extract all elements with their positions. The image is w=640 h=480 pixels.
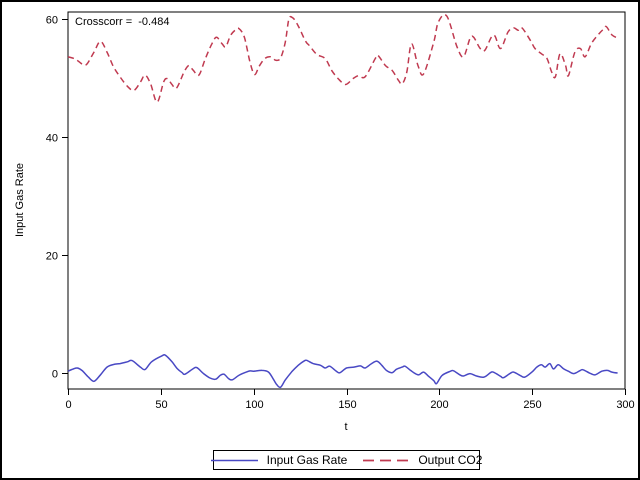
x-tick-label: 0	[65, 399, 71, 411]
plot-frame	[67, 11, 626, 390]
crosscorr-annotation: Crosscorr = -0.484	[75, 16, 170, 28]
y-tick-label: 20	[46, 251, 58, 263]
x-tick-label: 50	[155, 399, 167, 411]
output-co2-line-sample-icon	[363, 459, 410, 461]
x-tick-label: 250	[523, 399, 541, 411]
series-line-output-co2	[67, 13, 618, 103]
legend: Input Gas Rate Output CO2	[210, 450, 482, 470]
legend-item-input-gas-rate: Input Gas Rate	[210, 453, 348, 467]
x-axis-title: t	[344, 421, 348, 433]
input-gas-rate-line-sample-icon	[210, 459, 258, 461]
legend-item-output-co2: Output CO2	[363, 453, 482, 467]
x-tick-label: 100	[245, 399, 263, 411]
legend-label-output-co2: Output CO2	[418, 453, 483, 467]
series-line-input-gas-rate	[67, 354, 618, 389]
legend-label-input-gas-rate: Input Gas Rate	[266, 453, 348, 467]
y-tick-label: 40	[46, 133, 58, 145]
y-axis-title: Input Gas Rate	[14, 163, 26, 237]
x-tick-label: 200	[430, 399, 448, 411]
y-tick-label: 60	[46, 15, 58, 27]
x-tick-label: 150	[338, 399, 356, 411]
y-tick-label: 0	[52, 369, 58, 381]
x-tick-label: 300	[616, 399, 634, 411]
